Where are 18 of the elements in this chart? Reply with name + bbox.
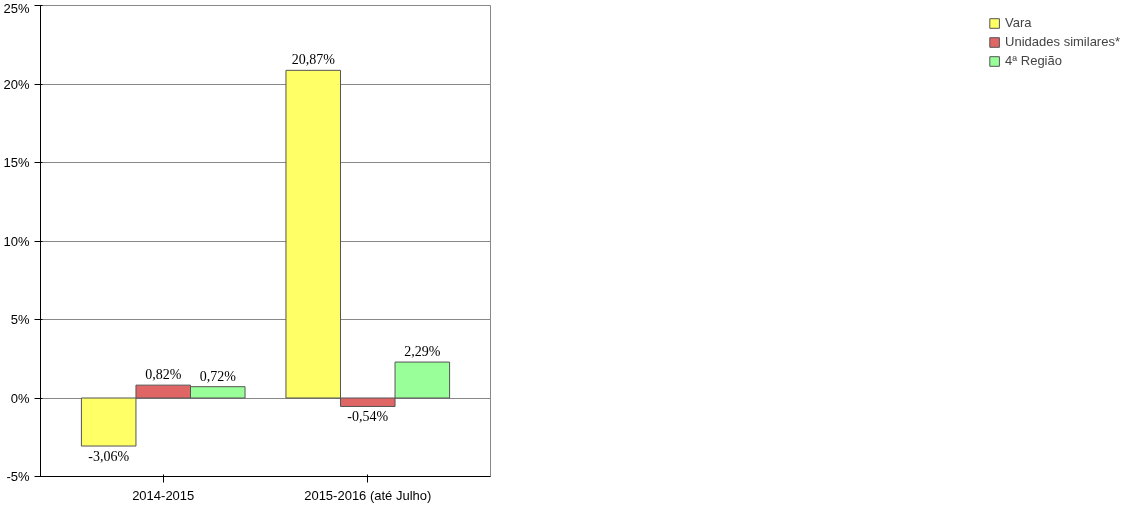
data-label: 0,72%: [199, 368, 237, 384]
x-tick-label: 2014-2015: [132, 487, 195, 503]
data-label: 0,82%: [145, 367, 182, 383]
legend-label: 4ª Região: [1005, 53, 1062, 68]
y-tick-label: 5%: [10, 312, 30, 327]
data-label: -0,54%: [347, 409, 389, 425]
y-tick-label: 15%: [3, 155, 30, 170]
y-tick-label: -5%: [6, 469, 30, 484]
y-tick-label: 25%: [3, 0, 30, 16]
data-label: 20,87%: [291, 52, 336, 68]
y-tick-label: 20%: [3, 76, 30, 92]
legend-label: Vara: [1005, 15, 1032, 30]
x-tick-label: 2015-2016 (até Julho): [304, 487, 432, 503]
y-tick-label: 0%: [10, 390, 30, 406]
y-tick-label: 10%: [3, 233, 30, 249]
data-label: -3,06%: [88, 449, 130, 465]
data-label: 2,29%: [404, 344, 441, 360]
legend-label: Unidades similares*: [1005, 34, 1120, 49]
